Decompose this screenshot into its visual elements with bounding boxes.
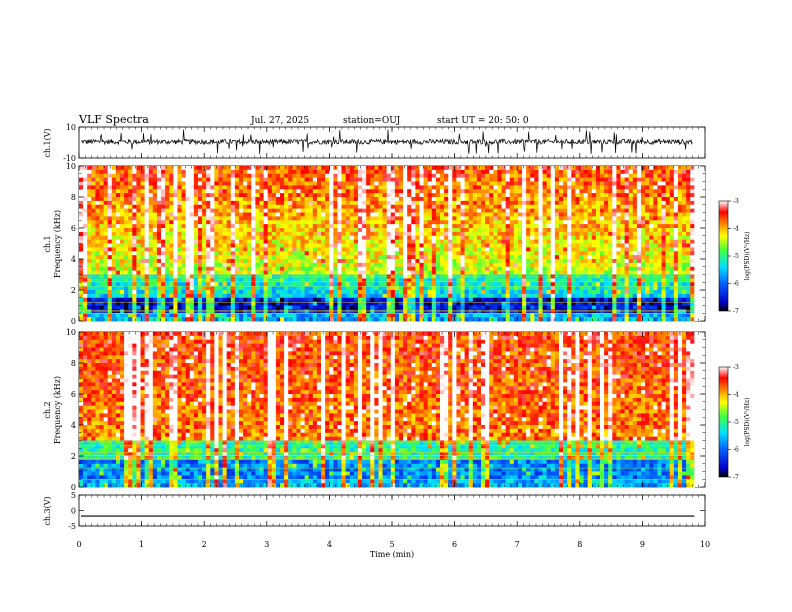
y-tick-label: -10: [63, 154, 76, 163]
ch2-colorbar-label: log(PSD)(V²/Hz): [744, 398, 751, 447]
colorbar-tick-label: -7: [733, 474, 739, 481]
y-tick-label: 5: [71, 491, 76, 500]
y-tick-label: 6: [71, 390, 76, 399]
start-time-label: start UT = 20: 50: 0: [437, 116, 529, 126]
station-label: station=OUJ: [343, 116, 401, 126]
ch1-colorbar-label: log(PSD)(V²/Hz): [744, 232, 751, 281]
x-tick-label: 3: [264, 540, 269, 549]
colorbar-tick-label: -4: [733, 392, 739, 399]
colorbar-tick-label: -7: [733, 308, 739, 315]
x-tick-label: 9: [640, 540, 645, 549]
x-tick-label: 8: [577, 540, 582, 549]
ch3-voltage-axis-label: ch.3(V): [43, 496, 52, 525]
x-tick-label: 6: [452, 540, 457, 549]
ch1-spectrogram-image: [79, 166, 705, 322]
time-axis-label: Time (min): [370, 550, 414, 559]
ch2-spectrogram-panel: [78, 331, 706, 488]
ch1-frequency-axis-label: Frequency (kHz): [53, 210, 62, 278]
ch1-channel-label: ch.1: [43, 235, 52, 252]
ch1-waveform-line: [80, 129, 693, 155]
colorbar-tick-label: -3: [733, 364, 739, 371]
x-tick-label: 7: [515, 540, 520, 549]
y-tick-label: 0: [71, 317, 76, 326]
figure-title: VLF Spectra: [78, 113, 149, 126]
y-tick-label: 8: [71, 359, 76, 368]
ch2-frequency-axis-label: Frequency (kHz): [53, 376, 62, 444]
ch1-voltage-axis-label: ch.1(V): [43, 128, 52, 157]
y-tick-label: 10: [66, 328, 76, 337]
colorbar-tick-label: -3: [733, 198, 739, 205]
colorbar-tick-label: -4: [733, 226, 739, 233]
y-tick-label: 2: [71, 286, 76, 295]
colorbar-tick-label: -6: [733, 447, 739, 454]
y-tick-label: 4: [71, 255, 76, 264]
y-tick-label: 2: [71, 452, 76, 461]
y-tick-label: 8: [71, 193, 76, 202]
ch1-spectrogram-panel: [78, 165, 706, 322]
y-tick-label: 10: [66, 162, 76, 171]
y-tick-label: -5: [68, 522, 76, 531]
x-tick-label: 2: [202, 540, 207, 549]
ch2-colorbar: -3 -4 -5 -6 -7 log(PSD)(V²/Hz): [718, 364, 751, 481]
y-tick-label: 10: [66, 123, 76, 132]
date-label: Jul. 27, 2025: [250, 116, 309, 126]
ch2-channel-label: ch.2: [43, 401, 52, 418]
y-tick-label: 0: [71, 507, 76, 516]
x-tick-label: 5: [389, 540, 394, 549]
x-tick-label: 4: [327, 540, 332, 549]
x-tick-label: 1: [139, 540, 144, 549]
ch1-colorbar: -3 -4 -5 -6 -7 log(PSD)(V²/Hz): [718, 198, 751, 315]
colorbar-tick-label: -5: [733, 419, 739, 426]
colorbar-tick-label: -5: [733, 253, 739, 260]
ch2-spectrogram-image: [79, 332, 705, 488]
y-tick-label: 4: [71, 421, 76, 430]
x-tick-label: 0: [76, 540, 81, 549]
ch1-waveform-panel: [78, 126, 706, 159]
colorbar-tick-label: -6: [733, 281, 739, 288]
y-tick-label: 0: [71, 483, 76, 492]
x-tick-label: 10: [700, 540, 710, 549]
y-tick-label: 6: [71, 224, 76, 233]
